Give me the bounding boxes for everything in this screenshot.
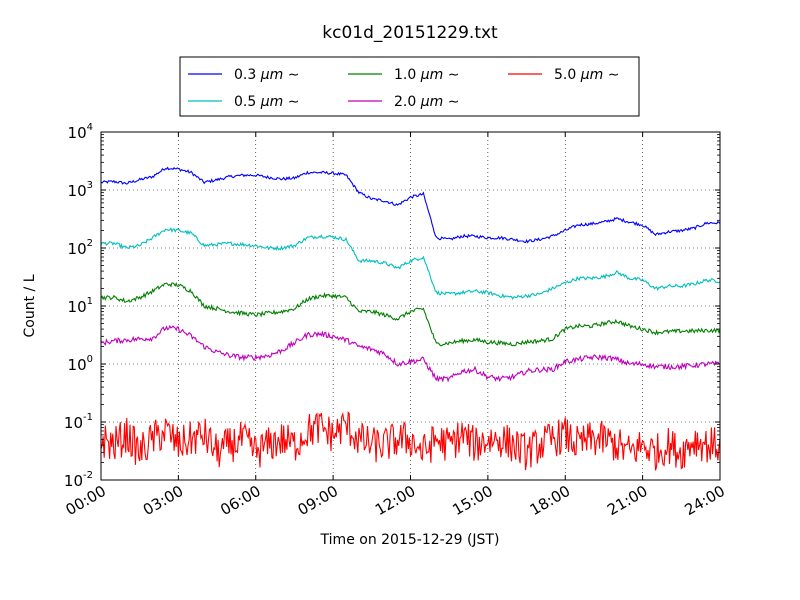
series-layer [100, 166, 721, 471]
legend-entry: 2.0 μm ∼ [394, 94, 459, 110]
x-tick-label: 24:00 [682, 482, 728, 519]
series-line-0-5um [100, 227, 721, 301]
legend-entry: 0.5 μm ∼ [234, 94, 299, 110]
x-tick-labels: 00:00 03:00 06:00 09:00 12:00 15:00 18:00 21:00… [63, 482, 728, 519]
x-tick-label: 09:00 [295, 482, 341, 519]
x-tick-label: 21:00 [604, 482, 650, 519]
y-axis-label: Count / L [22, 274, 38, 337]
series-line-1-0um [100, 282, 721, 347]
y-tick-label: 103 [68, 180, 93, 200]
x-tick-label: 18:00 [527, 482, 573, 519]
y-tick-label: 10-1 [64, 412, 93, 432]
x-tick-label: 06:00 [217, 482, 263, 519]
y-tick-label: 104 [68, 122, 93, 142]
y-tick-label: 10-2 [64, 470, 93, 490]
y-tick-label: 100 [68, 354, 93, 374]
x-tick-label: 15:00 [449, 482, 495, 519]
series-line-0-3um [100, 166, 721, 244]
y-tick-label: 102 [68, 238, 93, 258]
legend-entry: 0.3 μm ∼ [234, 67, 299, 83]
series-line-5-0um [100, 411, 721, 471]
legend-frame [179, 56, 640, 117]
x-tick-label: 12:00 [372, 482, 418, 519]
legend: 0.3 μm ∼ 0.5 μm ∼ 1.0 μm ∼ 2.0 μm ∼ 5.0 μm ∼ [179, 56, 640, 117]
legend-entry: 5.0 μm ∼ [554, 67, 619, 83]
chart-title: kc01d_20151229.txt [322, 23, 498, 43]
series-line-2-0um [100, 324, 721, 383]
ticks [100, 131, 721, 481]
x-tick-label: 03:00 [140, 482, 186, 519]
y-tick-label: 101 [68, 296, 93, 316]
x-axis-label: Time on 2015-12-29 (JST) [320, 532, 500, 548]
legend-entry: 1.0 μm ∼ [394, 67, 459, 83]
grid [101, 132, 720, 480]
y-tick-labels: 10-2 10-1 100 101 102 103 104 [64, 122, 93, 490]
